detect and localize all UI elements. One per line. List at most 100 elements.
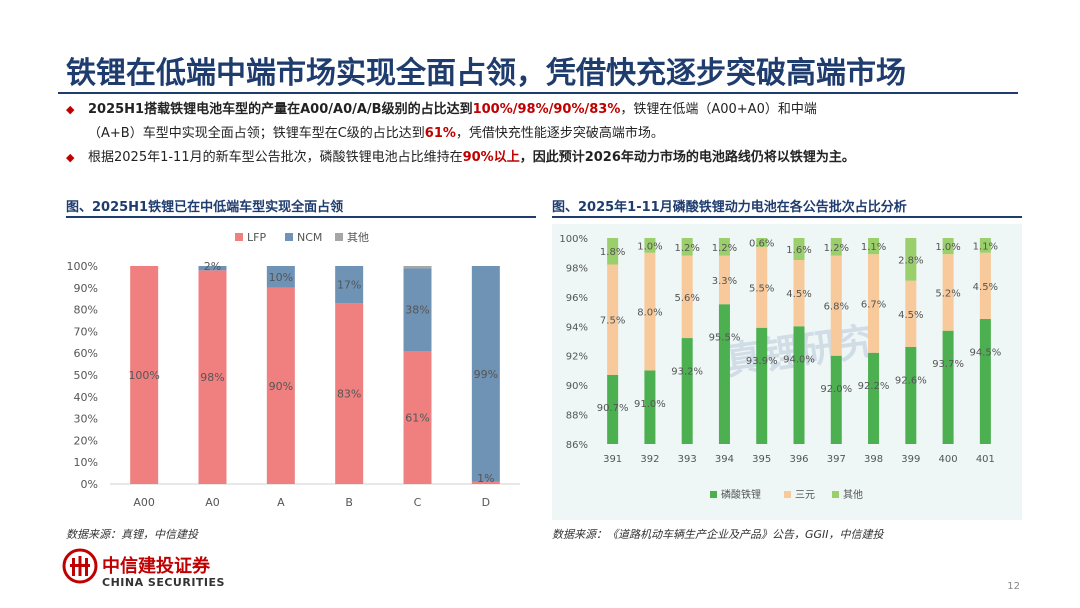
data-label: 5.2% (935, 288, 960, 299)
y-tick-label: 88% (566, 411, 588, 422)
bar-segment (942, 238, 954, 255)
bar-segment (793, 260, 805, 327)
page-number: 12 (1007, 581, 1020, 592)
bar-segment (266, 266, 295, 288)
data-label: 1.2% (824, 243, 849, 254)
data-label: 5.6% (674, 293, 699, 304)
bullet-1-text-b: ，铁锂在低端（A00+A0）和中端 (620, 102, 817, 117)
y-tick-label: 92% (566, 352, 588, 363)
legend-swatch (335, 233, 343, 241)
data-label: 90% (269, 380, 293, 393)
y-tick-label: 80% (74, 304, 98, 317)
legend-label: 三元 (795, 490, 815, 501)
data-label: 1.8% (600, 247, 625, 258)
y-tick-label: 86% (566, 440, 588, 451)
bar-segment (607, 374, 619, 444)
company-logo: 中信建投证券 CHINA SECURITIES (62, 548, 224, 589)
data-label: 38% (405, 304, 429, 317)
bar-segment (718, 238, 730, 256)
y-tick-label: 90% (74, 282, 98, 295)
data-label: 1.6% (786, 245, 811, 256)
bar-segment (335, 266, 364, 304)
data-label: 83% (337, 388, 361, 401)
bar-segment (793, 238, 805, 261)
left-chart-divider (66, 216, 536, 218)
x-tick-label: 393 (678, 454, 697, 465)
data-label: 4.5% (786, 289, 811, 300)
bar-segment (830, 238, 842, 256)
bar-segment (403, 268, 432, 352)
bar-segment (644, 370, 656, 444)
bar-segment (644, 238, 656, 253)
legend-swatch (784, 491, 791, 498)
bar-segment (130, 266, 159, 484)
y-tick-label: 60% (74, 347, 98, 360)
y-tick-label: 94% (566, 322, 588, 333)
bar-segment (403, 351, 432, 484)
bullet-2: ◆ 根据2025年1-11月的新车型公告批次，磷酸铁锂电池占比维持在90%以上，… (66, 146, 1026, 170)
bullet-1-highlight-b: 61% (424, 126, 456, 141)
data-label: 4.5% (973, 282, 998, 293)
logo-name-zh: 中信建投证券 (102, 556, 210, 577)
x-tick-label: 394 (715, 454, 734, 465)
bar-segment (403, 266, 432, 269)
data-label: 92.0% (820, 384, 852, 395)
bar-segment (198, 270, 227, 484)
data-label: 93.9% (746, 356, 778, 367)
x-tick-label: 398 (864, 454, 883, 465)
bar-segment (868, 352, 880, 444)
data-label: 1.2% (712, 243, 737, 254)
bullet-1: ◆ 2025H1搭载铁锂电池车型的产量在A00/A0/A/B级别的占比达到100… (66, 98, 1026, 122)
right-chart-source: 数据来源：《道路机动车辆生产企业及产品》公告，GGII，中信建投 (552, 528, 884, 541)
logo-emblem-icon (62, 548, 98, 584)
bar-segment (979, 318, 991, 444)
x-tick-label: 401 (976, 454, 995, 465)
bar-segment (607, 264, 619, 375)
data-label: 95.5% (709, 333, 741, 344)
data-label: 17% (337, 279, 361, 292)
bar-segment (942, 254, 954, 331)
bar-segment (979, 252, 991, 319)
bar-segment (198, 266, 227, 271)
data-label: 3.3% (712, 276, 737, 287)
legend-label: LFP (247, 231, 266, 244)
bar-segment (868, 238, 880, 255)
data-label: 7.5% (600, 316, 625, 327)
data-label: 2% (204, 260, 221, 273)
logo-name-en: CHINA SECURITIES (102, 576, 225, 589)
bar-segment (756, 246, 768, 328)
bullet-1-text-a: 2025H1搭载铁锂电池车型的产量在A00/A0/A/B级别的占比达到 (88, 102, 473, 117)
data-label: 93.7% (932, 359, 964, 370)
data-label: 1.1% (861, 242, 886, 253)
bar-segment (905, 280, 917, 347)
y-tick-label: 30% (74, 413, 98, 426)
x-tick-label: 397 (827, 454, 846, 465)
x-tick-label: A (277, 496, 285, 509)
data-label: 10% (269, 271, 293, 284)
x-tick-label: 391 (603, 454, 622, 465)
bar-segment (830, 255, 842, 356)
bar-segment (756, 327, 768, 444)
bar-segment (868, 254, 880, 353)
bullet-1-text-d: ，凭借快充性能逐步突破高端市场。 (455, 126, 664, 141)
bar-segment (471, 481, 500, 484)
y-tick-label: 20% (74, 434, 98, 447)
data-label: 61% (405, 412, 429, 425)
bar-segment (471, 266, 500, 482)
data-label: 90.7% (597, 403, 629, 414)
y-tick-label: 10% (74, 456, 98, 469)
data-label: 94.5% (969, 347, 1001, 358)
diamond-icon: ◆ (66, 151, 75, 164)
data-label: 4.5% (898, 310, 923, 321)
x-tick-label: D (482, 496, 490, 509)
legend-swatch (710, 491, 717, 498)
x-tick-label: C (414, 496, 422, 509)
x-tick-label: B (345, 496, 353, 509)
legend-swatch (235, 233, 243, 241)
data-label: 5.5% (749, 283, 774, 294)
bar-segment (644, 252, 656, 371)
x-tick-label: 392 (640, 454, 659, 465)
bar-segment (718, 304, 730, 444)
left-bar-chart: LFP NCM 其他 0% 10% 20% 30% 40% 50% 60% 70% 80% 90% 100… (67, 231, 520, 509)
data-label: 1.0% (637, 241, 662, 252)
